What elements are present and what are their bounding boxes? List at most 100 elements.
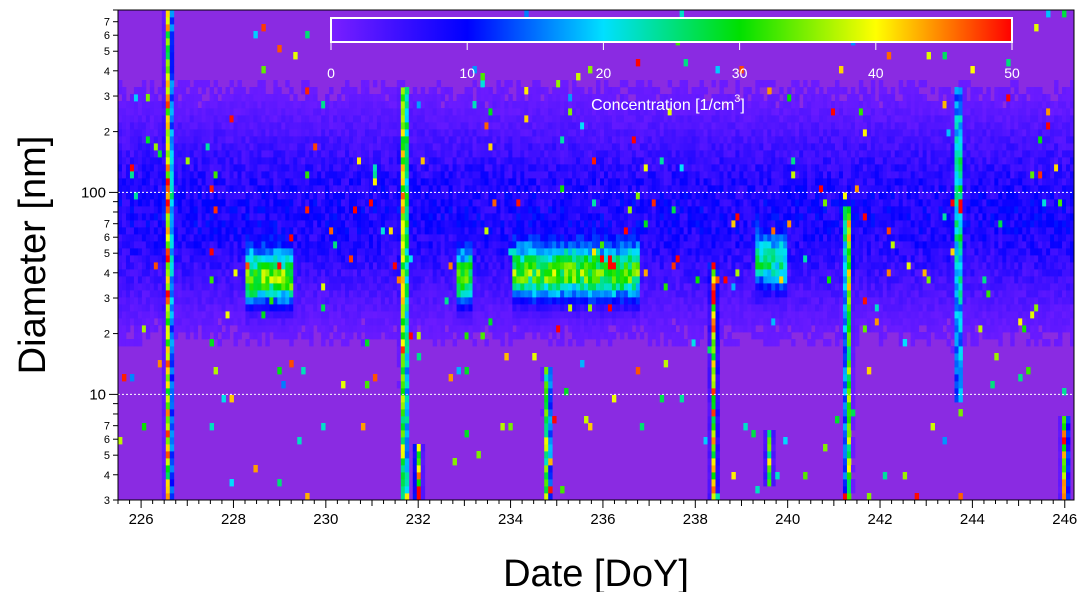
heatmap-cell [209, 178, 214, 186]
heatmap-cell [313, 206, 318, 214]
heatmap-cell [592, 129, 597, 137]
heatmap-cell [349, 115, 354, 123]
heatmap-cell [233, 241, 238, 249]
heatmap-cell [165, 87, 171, 95]
heatmap-cell [607, 87, 613, 95]
heatmap-cell [153, 115, 159, 123]
heatmap-cell [217, 304, 222, 312]
heatmap-cell [520, 248, 525, 256]
heatmap-cell [165, 80, 171, 88]
heatmap-cell [169, 241, 175, 249]
heatmap-cell [392, 87, 398, 95]
heatmap-cell [380, 276, 386, 284]
heatmap-cell [607, 136, 613, 144]
heatmap-cell [181, 213, 187, 221]
heatmap-cell [213, 325, 218, 333]
heatmap-cell [440, 143, 446, 151]
heatmap-cell [221, 332, 226, 340]
heatmap-cell [317, 318, 322, 326]
heatmap-cell [209, 171, 214, 179]
heatmap-cell [149, 318, 155, 326]
heatmap-cell [193, 143, 199, 151]
heatmap-cell [133, 304, 139, 312]
heatmap-cell [185, 150, 191, 158]
heatmap-cell [125, 227, 131, 235]
heatmap-cell [345, 164, 350, 172]
heatmap-cell [141, 241, 147, 249]
heatmap-cell [285, 304, 290, 312]
heatmap-cell [460, 304, 465, 312]
heatmap-cell [137, 255, 143, 263]
heatmap-cell [416, 185, 422, 193]
heatmap-cell [456, 297, 461, 305]
heatmap-cell [639, 318, 645, 326]
heatmap-cell [524, 304, 529, 312]
heatmap-cell [639, 87, 645, 95]
heatmap-cell [408, 227, 414, 235]
heatmap-cell [396, 304, 402, 312]
heatmap-cell [309, 185, 314, 193]
heatmap-cell [301, 283, 306, 291]
heatmap-cell [424, 213, 430, 221]
heatmap-cell [588, 269, 593, 277]
heatmap-cell [568, 269, 573, 277]
heatmap-cell [428, 269, 434, 277]
heatmap-cell [584, 171, 589, 179]
heatmap-cell [484, 136, 489, 144]
heatmap-cell [480, 108, 485, 116]
heatmap-cell [436, 241, 442, 249]
heatmap-cell [460, 178, 465, 186]
heatmap-cell [392, 178, 398, 186]
heatmap-cell [440, 339, 446, 347]
heatmap-cell [118, 318, 123, 326]
heatmap-cell [368, 199, 374, 207]
heatmap-cell [217, 339, 222, 347]
heatmap-cell [353, 108, 358, 116]
heatmap-cell [249, 185, 254, 193]
heatmap-cell [540, 192, 545, 200]
heatmap-cell [396, 80, 402, 88]
heatmap-cell [360, 304, 366, 312]
heatmap-cell [384, 185, 390, 193]
heatmap-cell [253, 108, 258, 116]
heatmap-cell [619, 206, 625, 214]
heatmap-cell [309, 94, 314, 102]
heatmap-cell [133, 276, 139, 284]
heatmap-cell [496, 283, 501, 291]
heatmap-cell [603, 115, 609, 123]
heatmap-cell [536, 297, 541, 305]
heatmap-cell [392, 122, 398, 130]
heatmap-cell [380, 311, 386, 319]
heatmap-cell [480, 276, 485, 284]
heatmap-cell [544, 129, 549, 137]
heatmap-cell [213, 311, 218, 319]
heatmap-cell [169, 339, 175, 347]
heatmap-cell [376, 178, 382, 186]
heatmap-cell [448, 206, 453, 214]
heatmap-cell [516, 234, 521, 242]
heatmap-cell [388, 143, 394, 151]
heatmap-cell [281, 136, 286, 144]
heatmap-cell [118, 248, 123, 256]
heatmap-cell [572, 241, 577, 249]
heatmap-cell [118, 262, 123, 270]
heatmap-cell [420, 234, 426, 242]
heatmap-cell [500, 164, 505, 172]
heatmap-cell [536, 213, 541, 221]
heatmap-cell [281, 213, 286, 221]
heatmap-cell [153, 248, 159, 256]
heatmap-cell [185, 115, 191, 123]
heatmap-cell [165, 353, 171, 361]
heatmap-cell [173, 171, 179, 179]
heatmap-cell [496, 325, 501, 333]
heatmap-cell [484, 192, 489, 200]
heatmap-cell [512, 101, 517, 109]
heatmap-cell [169, 353, 175, 361]
heatmap-cell [440, 311, 446, 319]
heatmap-cell [305, 304, 310, 312]
heatmap-cell [360, 80, 366, 88]
heatmap-cell [588, 423, 593, 431]
heatmap-cell [165, 269, 171, 277]
heatmap-cell [376, 332, 382, 340]
heatmap-cell [400, 402, 406, 410]
